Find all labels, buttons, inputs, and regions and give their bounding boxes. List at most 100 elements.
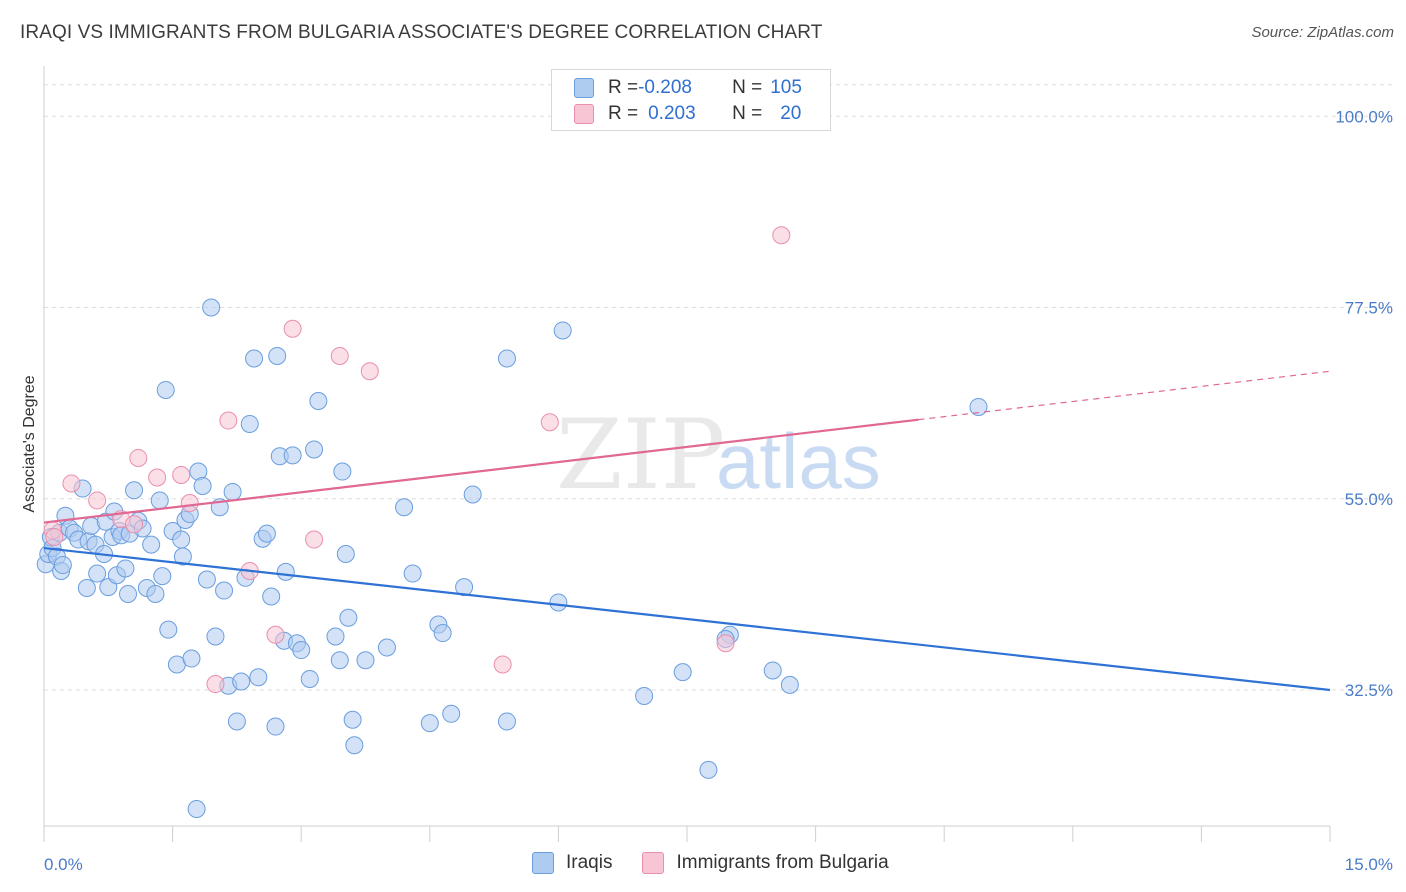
gridlines (44, 84, 1392, 691)
legend-swatch-iraqi (574, 78, 594, 98)
bulgaria-trend-line-extension (918, 370, 1331, 421)
iraqi-point (249, 668, 268, 687)
iraqi-point (292, 641, 311, 660)
legend-label-bulgaria: Immigrants from Bulgaria (676, 852, 889, 873)
legend-r-value: -0.208 (638, 77, 692, 98)
iraqi-point (182, 649, 201, 668)
iraqi-point (153, 567, 172, 586)
bulgaria-point (716, 634, 735, 653)
iraqi-point (159, 620, 178, 639)
iraqi-point (146, 584, 165, 603)
legend-r-value: 0.203 (648, 103, 696, 124)
bulgaria-point (206, 675, 225, 694)
bulgaria-point (772, 226, 791, 245)
trend-lines (43, 370, 1331, 692)
bulgaria-point (540, 413, 559, 432)
legend-item-bulgaria[interactable]: Immigrants from Bulgaria (642, 852, 889, 874)
iraqi-point (356, 651, 375, 670)
iraqi-trend-line (43, 546, 1331, 692)
bulgaria-point (305, 530, 324, 549)
iraqi-point (116, 559, 135, 578)
legend-row-bulgaria: R = 0.203 N = 20 (574, 101, 801, 127)
iraqi-point (309, 392, 328, 410)
iraqi-point (780, 675, 799, 694)
bulgaria-point (266, 625, 285, 644)
iraqi-point (88, 564, 107, 583)
watermark: ZIP atlas (556, 399, 881, 511)
bulgaria-point (493, 655, 512, 674)
y-tick-label: 32.5% (1345, 681, 1393, 700)
iraqi-point (420, 714, 439, 733)
legend-n-value: 105 (770, 77, 802, 98)
bulgaria-point (125, 515, 144, 534)
iraqi-point (187, 800, 206, 818)
bulgaria-point (219, 411, 238, 430)
bulgaria-point (148, 468, 167, 487)
iraqi-point (125, 481, 144, 500)
legend-item-iraqis[interactable]: Iraqis (532, 852, 612, 874)
iraqi-point (345, 736, 364, 755)
axes (43, 66, 1331, 842)
bulgaria-point (129, 448, 148, 467)
iraqi-point (142, 535, 161, 554)
iraqi-point (206, 627, 225, 646)
iraqi-point (497, 349, 516, 368)
iraqi-point (330, 651, 349, 670)
bulgaria-point (283, 319, 302, 338)
iraqi-point (172, 530, 191, 549)
iraqi-point (326, 627, 345, 646)
bulgaria-points (43, 226, 791, 694)
iraqi-point (240, 414, 259, 433)
watermark-zip: ZIP (556, 399, 725, 511)
iraqi-point (245, 349, 264, 368)
iraqi-point (433, 624, 452, 643)
iraqi-point (336, 545, 355, 563)
correlation-legend: R = -0.208 N = 105 R = 0.203 N = 20 (551, 69, 831, 131)
legend-r-label: R = (608, 103, 639, 124)
iraqi-point (333, 462, 352, 481)
iraqi-point (227, 712, 246, 731)
iraqi-point (455, 578, 474, 597)
legend-label-iraqis: Iraqis (566, 852, 613, 873)
legend-swatch-iraqis (532, 852, 554, 874)
iraqi-point (173, 547, 192, 566)
bulgaria-point (330, 346, 349, 365)
iraqi-point (232, 672, 251, 691)
chart-title: IRAQI VS IMMIGRANTS FROM BULGARIA ASSOCI… (20, 22, 823, 43)
iraqi-point (969, 397, 988, 416)
legend-swatch-bulgaria (642, 852, 665, 874)
iraqi-point (266, 717, 285, 736)
legend-n-value: 20 (780, 103, 802, 124)
iraqi-point (283, 446, 302, 465)
iraqi-point (77, 579, 96, 597)
bulgaria-point (360, 362, 379, 381)
legend-n-label: N = (732, 103, 763, 124)
y-tick-label: 55.0% (1345, 490, 1393, 509)
bulgaria-trend-line (43, 418, 919, 524)
y-axis-label: Associate's Degree (21, 375, 38, 512)
legend-row-iraqi: R = -0.208 N = 105 (574, 75, 802, 101)
iraqi-point (257, 524, 276, 543)
iraqi-points (36, 298, 988, 818)
iraqi-point (223, 482, 242, 501)
iraqi-point (339, 608, 358, 627)
iraqi-point (268, 346, 287, 365)
x-tick-label: 15.0% (1345, 855, 1393, 874)
iraqi-point (497, 712, 516, 731)
legend-n-label: N = (732, 77, 763, 98)
iraqi-point (553, 321, 572, 340)
y-tick-label: 77.5% (1345, 299, 1393, 318)
iraqi-point (215, 581, 234, 600)
axis-labels: 32.5% 55.0% 77.5% 100.0% 0.0% 15.0% Associate'… (21, 107, 1393, 874)
iraqi-point (202, 298, 221, 317)
legend-r-label: R = (608, 77, 639, 98)
iraqi-point (699, 760, 718, 779)
iraqi-point (549, 593, 568, 612)
x-tick-label: 0.0% (44, 855, 83, 874)
bulgaria-point (172, 465, 191, 484)
iraqi-point (673, 663, 692, 682)
iraqi-point (300, 669, 319, 688)
watermark-atlas: atlas (716, 417, 881, 505)
iraqi-point (156, 380, 175, 399)
